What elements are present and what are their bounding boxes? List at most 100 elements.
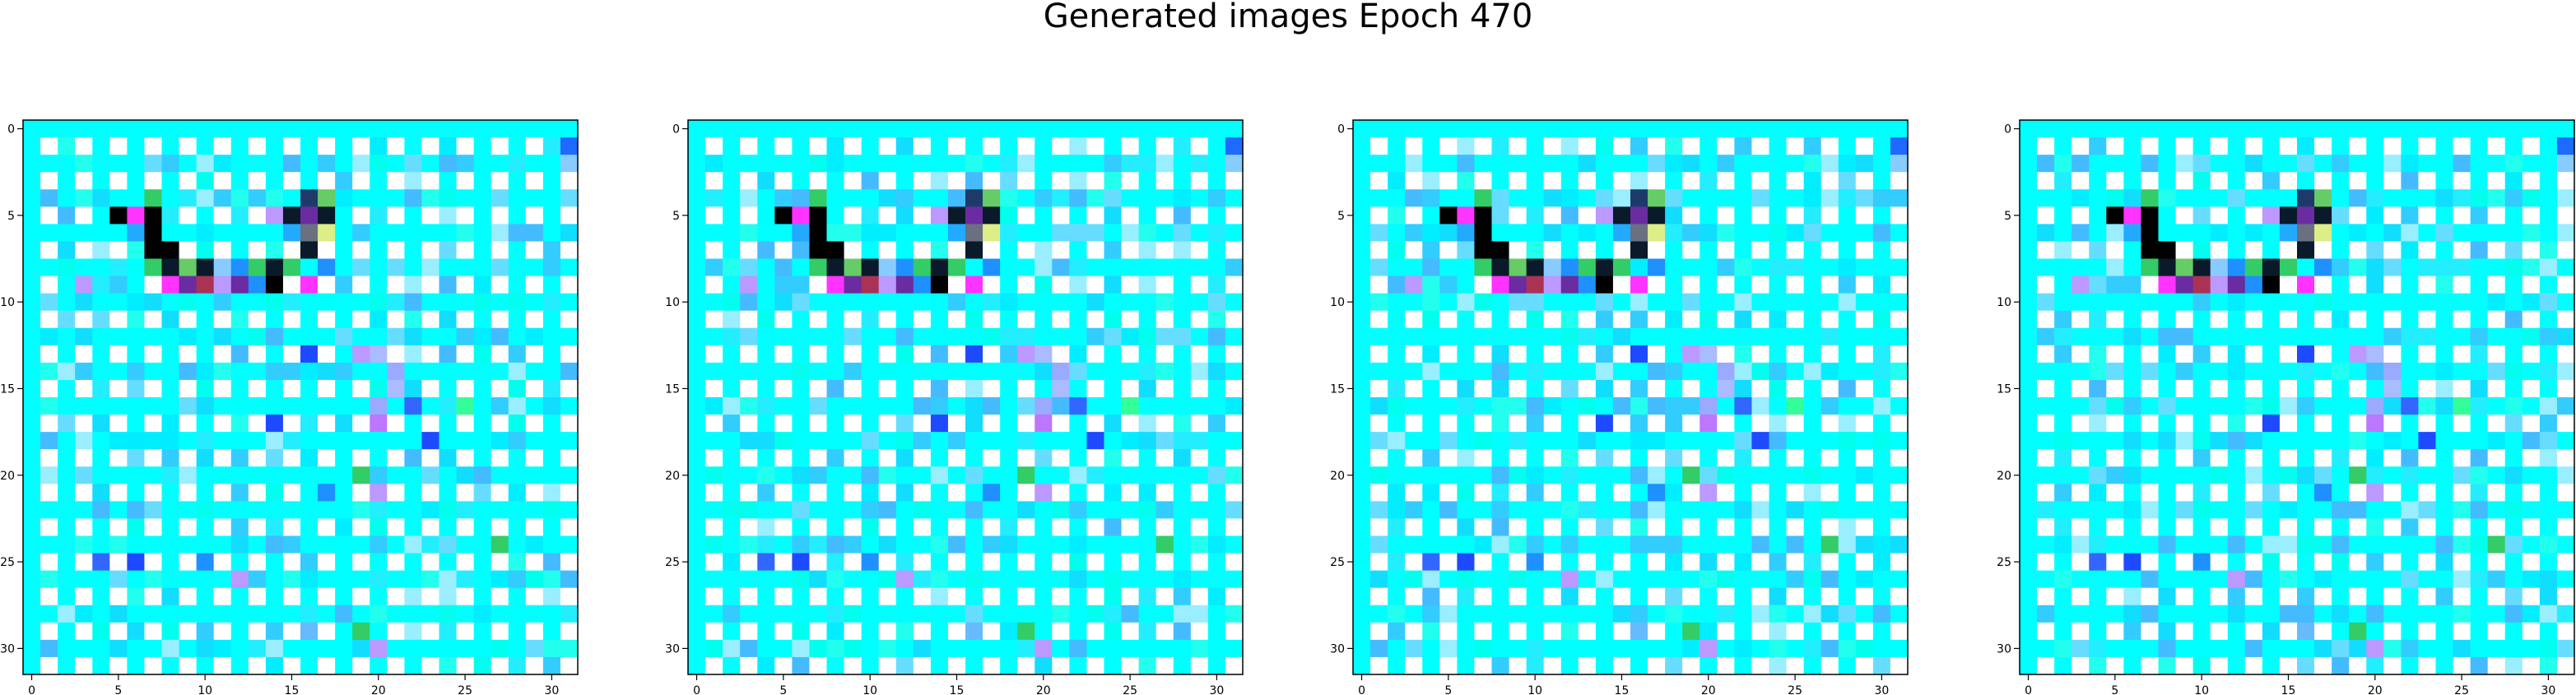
pixel-cell xyxy=(300,587,319,606)
pixel-cell xyxy=(2123,553,2142,572)
pixel-cell xyxy=(947,449,966,467)
pixel-cell xyxy=(913,553,932,572)
pixel-cell xyxy=(1388,639,1406,658)
pixel-cell xyxy=(370,656,388,675)
pixel-cell xyxy=(1890,120,1909,138)
pixel-cell xyxy=(2470,120,2489,138)
pixel-cell xyxy=(2504,622,2523,641)
pixel-cell xyxy=(2106,415,2124,433)
pixel-cell xyxy=(895,449,914,467)
pixel-cell xyxy=(2556,553,2575,572)
pixel-cell xyxy=(1086,622,1105,641)
pixel-cell xyxy=(2383,310,2402,329)
pixel-cell xyxy=(878,639,897,658)
pixel-cell xyxy=(525,224,544,243)
pixel-cell xyxy=(2332,293,2350,312)
pixel-cell xyxy=(1509,484,1527,502)
pixel-cell xyxy=(2244,241,2263,260)
pixel-cell xyxy=(335,137,353,155)
pixel-cell xyxy=(1017,639,1035,658)
pixel-cell xyxy=(1648,137,1666,155)
pixel-cell xyxy=(2262,432,2281,450)
pixel-cell xyxy=(1855,379,1874,398)
pixel-cell xyxy=(282,466,301,484)
pixel-cell xyxy=(1138,362,1157,381)
pixel-cell xyxy=(213,293,232,312)
pixel-cell xyxy=(2158,415,2177,433)
pixel-cell xyxy=(2487,656,2506,675)
pixel-cell xyxy=(2054,241,2072,260)
pixel-cell xyxy=(1422,622,1440,641)
pixel-cell xyxy=(1405,120,1423,138)
pixel-cell xyxy=(456,276,475,294)
pixel-cell xyxy=(2262,241,2281,260)
pixel-cell xyxy=(1578,449,1597,467)
pixel-cell xyxy=(1155,622,1174,641)
pixel-cell xyxy=(1422,501,1440,520)
pixel-cell xyxy=(213,570,232,589)
pixel-cell xyxy=(1682,362,1700,381)
pixel-cell xyxy=(861,587,880,606)
pixel-cell xyxy=(2504,189,2523,207)
pixel-cell xyxy=(1422,587,1440,606)
pixel-cell xyxy=(2522,362,2541,381)
pixel-cell xyxy=(1855,327,1874,346)
pixel-cell xyxy=(1069,241,1088,260)
pixel-cell xyxy=(1509,327,1527,346)
pixel-cell xyxy=(2175,570,2194,589)
pixel-cell xyxy=(1734,535,1753,554)
pixel-cell xyxy=(2262,327,2281,346)
pixel-cell xyxy=(1086,570,1105,589)
pixel-cell xyxy=(2227,189,2246,207)
pixel-cell xyxy=(2366,345,2384,364)
pixel-cell xyxy=(127,415,146,433)
pixel-cell xyxy=(2089,639,2107,658)
pixel-cell xyxy=(723,155,741,173)
pixel-cell xyxy=(1104,622,1123,641)
pixel-cell xyxy=(1439,310,1458,329)
pixel-cell xyxy=(2383,137,2402,155)
pixel-cell xyxy=(2470,605,2489,623)
pixel-cell xyxy=(2556,587,2575,606)
pixel-cell xyxy=(2418,189,2437,207)
pixel-cell xyxy=(913,327,932,346)
pixel-cell xyxy=(1155,449,1174,467)
pixel-cell xyxy=(1207,379,1226,398)
pixel-cell xyxy=(1405,415,1423,433)
pixel-cell xyxy=(456,224,475,243)
pixel-cell xyxy=(2435,189,2454,207)
pixel-cell xyxy=(2539,276,2558,294)
pixel-cell xyxy=(705,276,723,294)
pixel-cell xyxy=(1700,449,1718,467)
pixel-cell xyxy=(2556,605,2575,623)
pixel-cell xyxy=(1474,570,1493,589)
pixel-cell xyxy=(1104,120,1123,138)
pixel-cell xyxy=(2192,622,2211,641)
pixel-cell xyxy=(740,605,758,623)
pixel-cell xyxy=(1648,276,1666,294)
pixel-cell xyxy=(1225,224,1244,243)
pixel-cell xyxy=(1457,535,1476,554)
pixel-cell xyxy=(2210,206,2229,225)
pixel-cell xyxy=(2349,587,2367,606)
pixel-cell xyxy=(757,345,775,364)
pixel-cell xyxy=(1578,535,1597,554)
pixel-cell xyxy=(161,293,180,312)
pixel-cell xyxy=(161,570,180,589)
pixel-cell xyxy=(913,155,932,173)
pixel-cell xyxy=(2297,137,2315,155)
pixel-cell xyxy=(1786,293,1805,312)
pixel-cell xyxy=(1838,379,1857,398)
pixel-cell xyxy=(2401,120,2420,138)
pixel-cell xyxy=(1717,189,1735,207)
pixel-cell xyxy=(2418,120,2437,138)
pixel-cell xyxy=(1225,293,1244,312)
pixel-cell xyxy=(109,155,128,173)
pixel-cell xyxy=(213,155,232,173)
pixel-cell xyxy=(965,327,983,346)
pixel-cell xyxy=(688,137,706,155)
pixel-cell xyxy=(23,120,41,138)
pixel-cell xyxy=(282,535,301,554)
pixel-cell xyxy=(2435,570,2454,589)
pixel-cell xyxy=(861,241,880,260)
